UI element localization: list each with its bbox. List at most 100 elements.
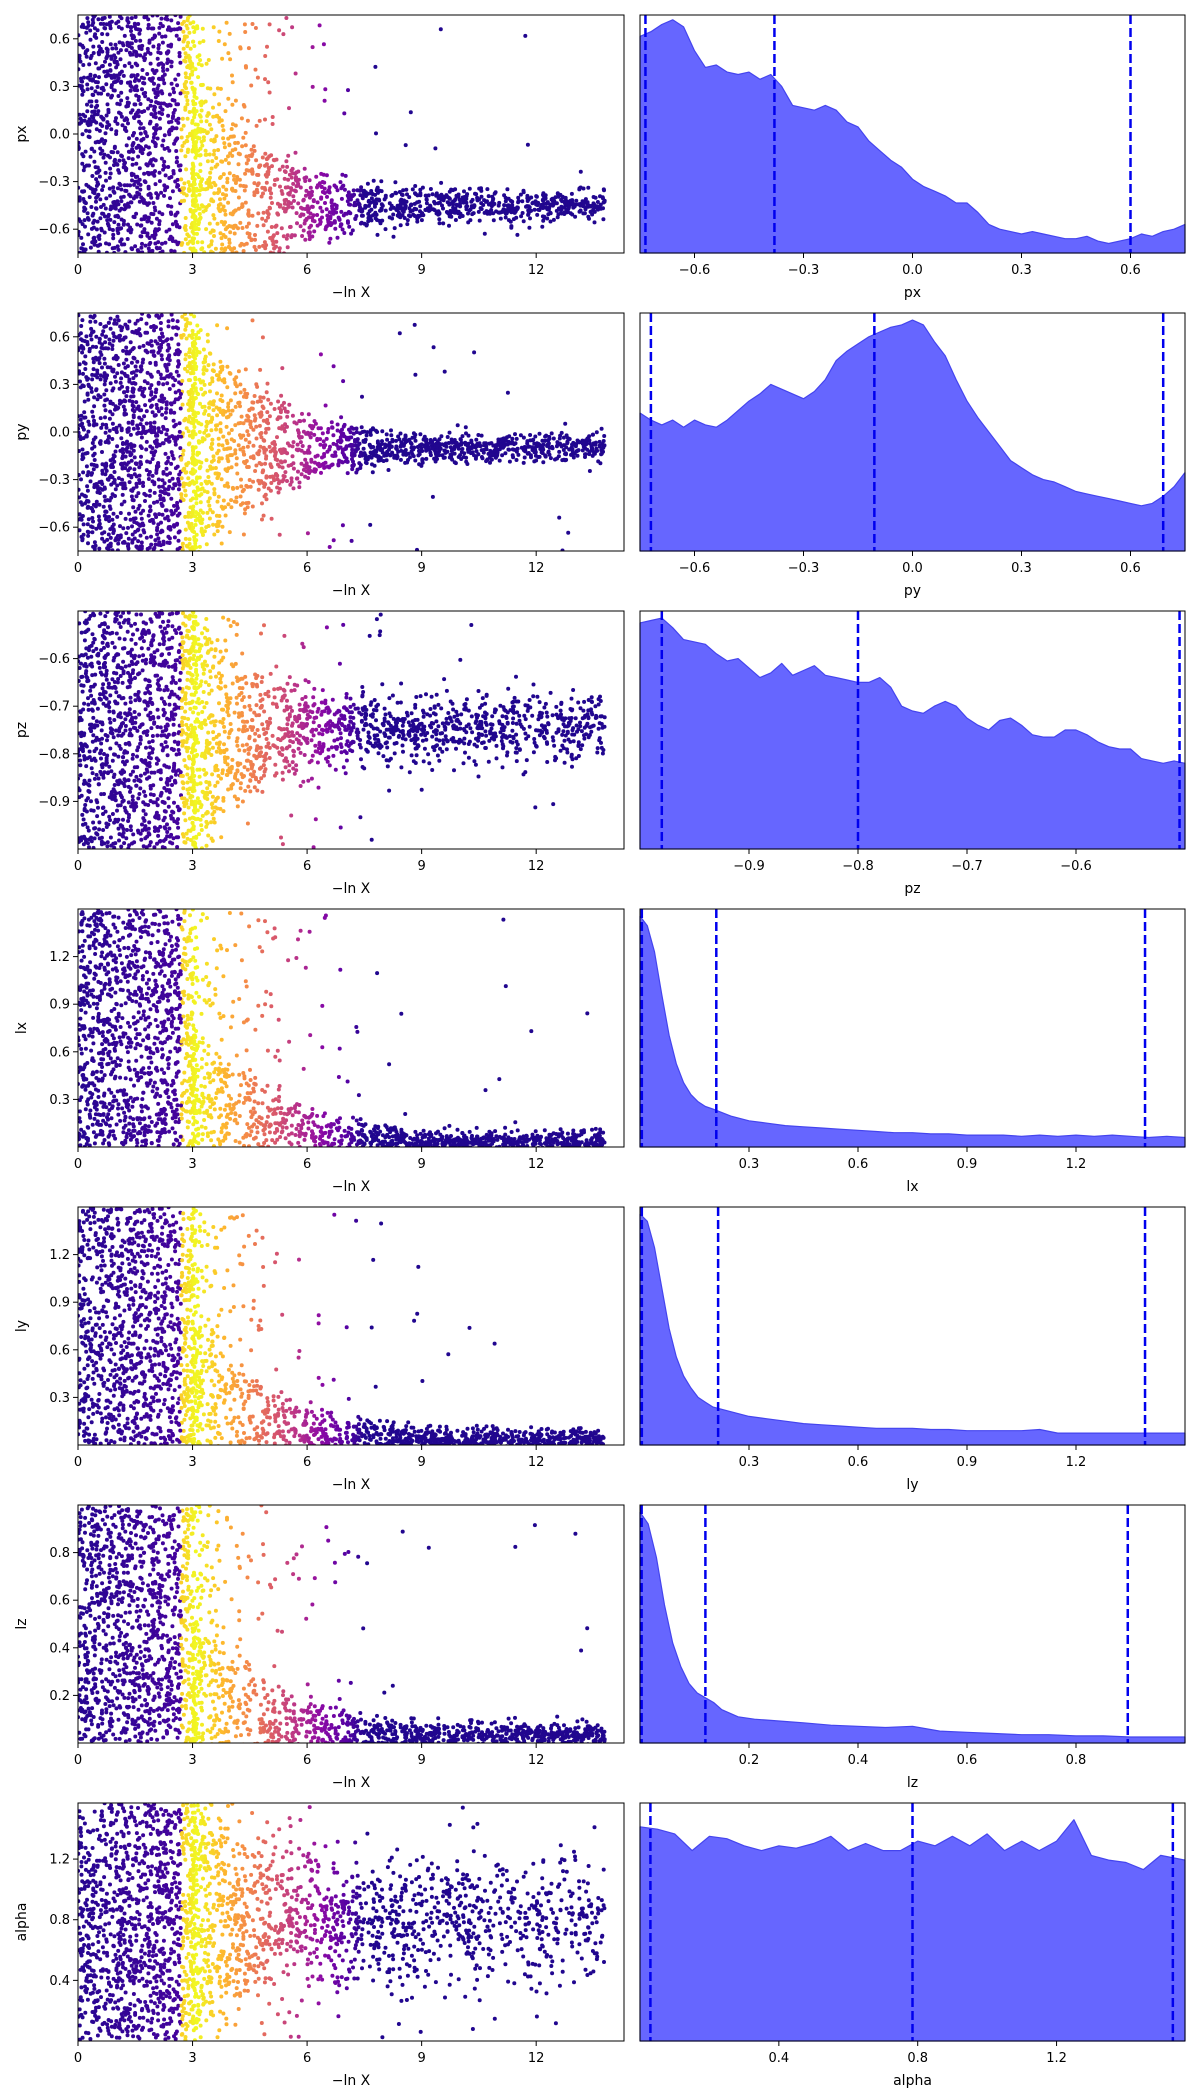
sample-point (286, 153, 291, 158)
sample-point (269, 225, 274, 229)
sample-point (199, 108, 204, 113)
sample-point (104, 334, 108, 339)
sample-point (171, 418, 176, 423)
sample-point (214, 285, 218, 289)
sample-point (108, 535, 113, 540)
sample-point (458, 453, 463, 458)
sample-point (488, 448, 493, 453)
sample-point (116, 94, 121, 98)
sample-point (246, 263, 250, 267)
sample-point (280, 403, 284, 408)
sample-point (148, 421, 153, 426)
sample-point (266, 426, 271, 431)
sample-point (207, 405, 212, 410)
sample-point (157, 512, 162, 517)
sample-point (290, 233, 295, 238)
sample-point (133, 529, 138, 534)
sample-point (79, 79, 84, 84)
sample-point (157, 398, 162, 403)
sample-point (420, 460, 425, 465)
sample-point (266, 80, 271, 85)
sample-point (118, 524, 122, 529)
sample-point (277, 28, 282, 33)
sample-point (535, 212, 540, 217)
sample-point (103, 340, 108, 345)
sample-point (373, 210, 378, 215)
sample-point (197, 544, 202, 549)
sample-point (185, 150, 190, 154)
sample-point (186, 442, 191, 447)
sample-point (161, 68, 166, 73)
sample-point (191, 306, 195, 310)
sample-point (194, 545, 199, 550)
sample-point (119, 226, 124, 231)
sample-point (346, 190, 351, 195)
sample-point (537, 431, 542, 436)
sample-point (288, 482, 293, 487)
sample-point (145, 233, 150, 238)
sample-point (92, 482, 97, 487)
sample-point (239, 484, 244, 489)
sample-point (336, 439, 340, 444)
sample-point (82, 205, 87, 210)
sample-point (122, 63, 127, 68)
sample-point (354, 430, 359, 435)
sample-point (179, 127, 184, 132)
sample-point (199, 282, 203, 286)
sample-point (221, 265, 225, 269)
sample-point (96, 249, 101, 253)
sample-point (424, 197, 429, 202)
sample-point (277, 249, 282, 253)
sample-point (308, 435, 313, 440)
sample-point (114, 132, 119, 136)
sample-point (176, 487, 181, 492)
sample-point (198, 183, 203, 188)
sample-point (79, 246, 84, 251)
sample-point (260, 216, 265, 221)
sample-point (171, 383, 176, 388)
sample-point (97, 337, 102, 342)
sample-point (83, 247, 88, 252)
sample-point (205, 268, 209, 272)
sample-point (152, 173, 157, 178)
sample-point (138, 369, 143, 374)
sample-point (407, 206, 412, 211)
sample-point (133, 194, 138, 199)
sample-point (245, 484, 250, 489)
sample-point (80, 514, 85, 518)
sample-point (510, 208, 515, 213)
sample-point (89, 506, 94, 510)
sample-point (87, 62, 92, 67)
sample-point (125, 80, 130, 85)
sample-point (161, 382, 166, 387)
sample-point (224, 415, 229, 420)
sample-point (226, 466, 231, 471)
sample-point (83, 501, 88, 506)
sample-point (78, 67, 81, 72)
sample-point (306, 230, 311, 235)
sample-point (192, 220, 197, 225)
sample-point (277, 246, 282, 251)
sample-point (152, 500, 156, 505)
sample-point (139, 516, 144, 521)
sample-point (110, 46, 115, 51)
sample-point (147, 151, 152, 156)
sample-point (274, 472, 279, 477)
sample-point (206, 475, 211, 479)
sample-point (345, 459, 350, 464)
sample-point (581, 186, 586, 191)
sample-point (144, 321, 149, 326)
sample-point (222, 196, 227, 201)
sample-point (216, 436, 221, 441)
sample-point (132, 455, 137, 460)
sample-point (165, 51, 170, 56)
sample-point (290, 166, 295, 171)
sample-point (242, 452, 247, 457)
sample-point (144, 421, 149, 426)
sample-point (207, 299, 211, 303)
sample-point (80, 492, 84, 497)
sample-point (172, 400, 177, 405)
sample-point (91, 51, 96, 55)
sample-point (128, 340, 133, 345)
sample-point (295, 221, 299, 226)
